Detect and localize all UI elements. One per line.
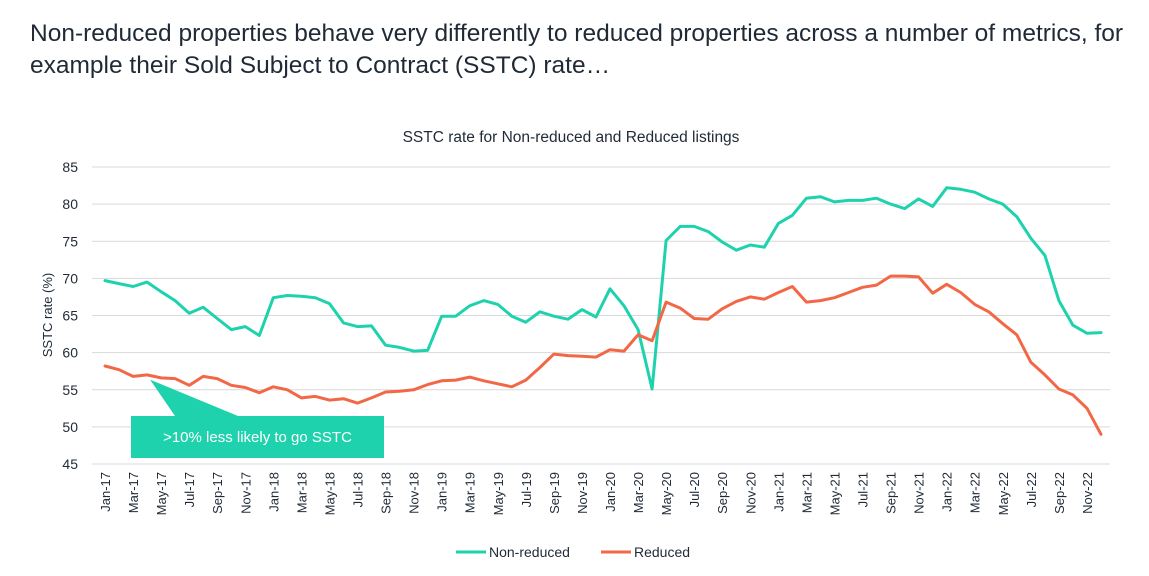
legend: Non-reduced Reduced (456, 544, 690, 560)
legend-label: Non-reduced (489, 544, 570, 560)
x-tick-label: May-17 (154, 472, 169, 515)
x-tick-label: Nov-18 (407, 472, 422, 514)
y-tick-label: 75 (62, 233, 78, 249)
x-tick-label: Sep-22 (1052, 472, 1067, 514)
x-tick-label: Sep-21 (884, 472, 899, 514)
x-axis-ticks: Jan-17 Mar-17 May-17 Jul-17 Sep-17 Nov-17 Jan-… (98, 472, 1095, 515)
x-tick-label: Mar-17 (126, 472, 141, 513)
y-axis-label: SSTC rate (%) (40, 273, 55, 358)
x-tick-label: Nov-21 (912, 472, 927, 514)
x-tick-label: Sep-20 (715, 472, 730, 514)
y-tick-label: 60 (62, 345, 78, 361)
y-tick-label: 70 (62, 270, 78, 286)
x-tick-label: Nov-20 (743, 472, 758, 514)
y-tick-label: 50 (62, 419, 78, 435)
callout-box (131, 379, 384, 458)
series-line-non-reduced (103, 186, 1103, 391)
y-tick-label: 80 (62, 196, 78, 212)
x-tick-label: May-18 (322, 472, 337, 515)
y-tick-label: 55 (62, 382, 78, 398)
y-tick-label: 65 (62, 308, 78, 324)
x-tick-label: Nov-17 (238, 472, 253, 514)
series-line-reduced (103, 274, 1103, 436)
x-tick-label: Jul-22 (1024, 472, 1039, 507)
callout-rect (131, 416, 384, 458)
x-tick-label: Jan-20 (603, 472, 618, 512)
x-tick-label: Jan-19 (435, 472, 450, 512)
y-axis-ticks: 45 50 55 60 65 70 75 80 85 (62, 159, 78, 472)
legend-label: Reduced (634, 544, 690, 560)
x-tick-label: Sep-19 (547, 472, 562, 514)
x-tick-label: Jan-22 (940, 472, 955, 512)
callout-pointer (150, 379, 238, 416)
x-tick-label: Jul-19 (519, 472, 534, 507)
x-tick-label: Mar-21 (799, 472, 814, 513)
x-tick-label: May-19 (491, 472, 506, 515)
x-tick-label: May-21 (827, 472, 842, 515)
x-tick-label: Nov-22 (1080, 472, 1095, 514)
x-tick-label: Jul-21 (856, 472, 871, 507)
x-tick-label: Jul-18 (351, 472, 366, 507)
x-tick-label: May-22 (996, 472, 1011, 515)
y-tick-label: 45 (62, 456, 78, 472)
callout-text: >10% less likely to go SSTC (163, 429, 352, 446)
x-tick-label: Mar-18 (294, 472, 309, 513)
series-lines (103, 186, 1103, 436)
x-tick-label: Jan-21 (771, 472, 786, 512)
page-title: Non-reduced properties behave very diffe… (30, 20, 1124, 79)
x-tick-label: Sep-17 (210, 472, 225, 514)
gridlines (92, 166, 1110, 465)
x-tick-label: Sep-18 (379, 472, 394, 514)
y-tick-label: 85 (62, 159, 78, 175)
x-tick-label: Mar-22 (968, 472, 983, 513)
x-tick-label: Jul-20 (687, 472, 702, 507)
chart-title: SSTC rate for Non-reduced and Reduced li… (403, 129, 740, 146)
x-tick-label: May-20 (659, 472, 674, 515)
x-tick-label: Jul-17 (182, 472, 197, 507)
x-tick-label: Jan-17 (98, 472, 113, 512)
x-tick-label: Jan-18 (266, 472, 281, 512)
x-tick-label: Mar-20 (631, 472, 646, 513)
x-tick-label: Nov-19 (575, 472, 590, 514)
x-tick-label: Mar-19 (463, 472, 478, 513)
